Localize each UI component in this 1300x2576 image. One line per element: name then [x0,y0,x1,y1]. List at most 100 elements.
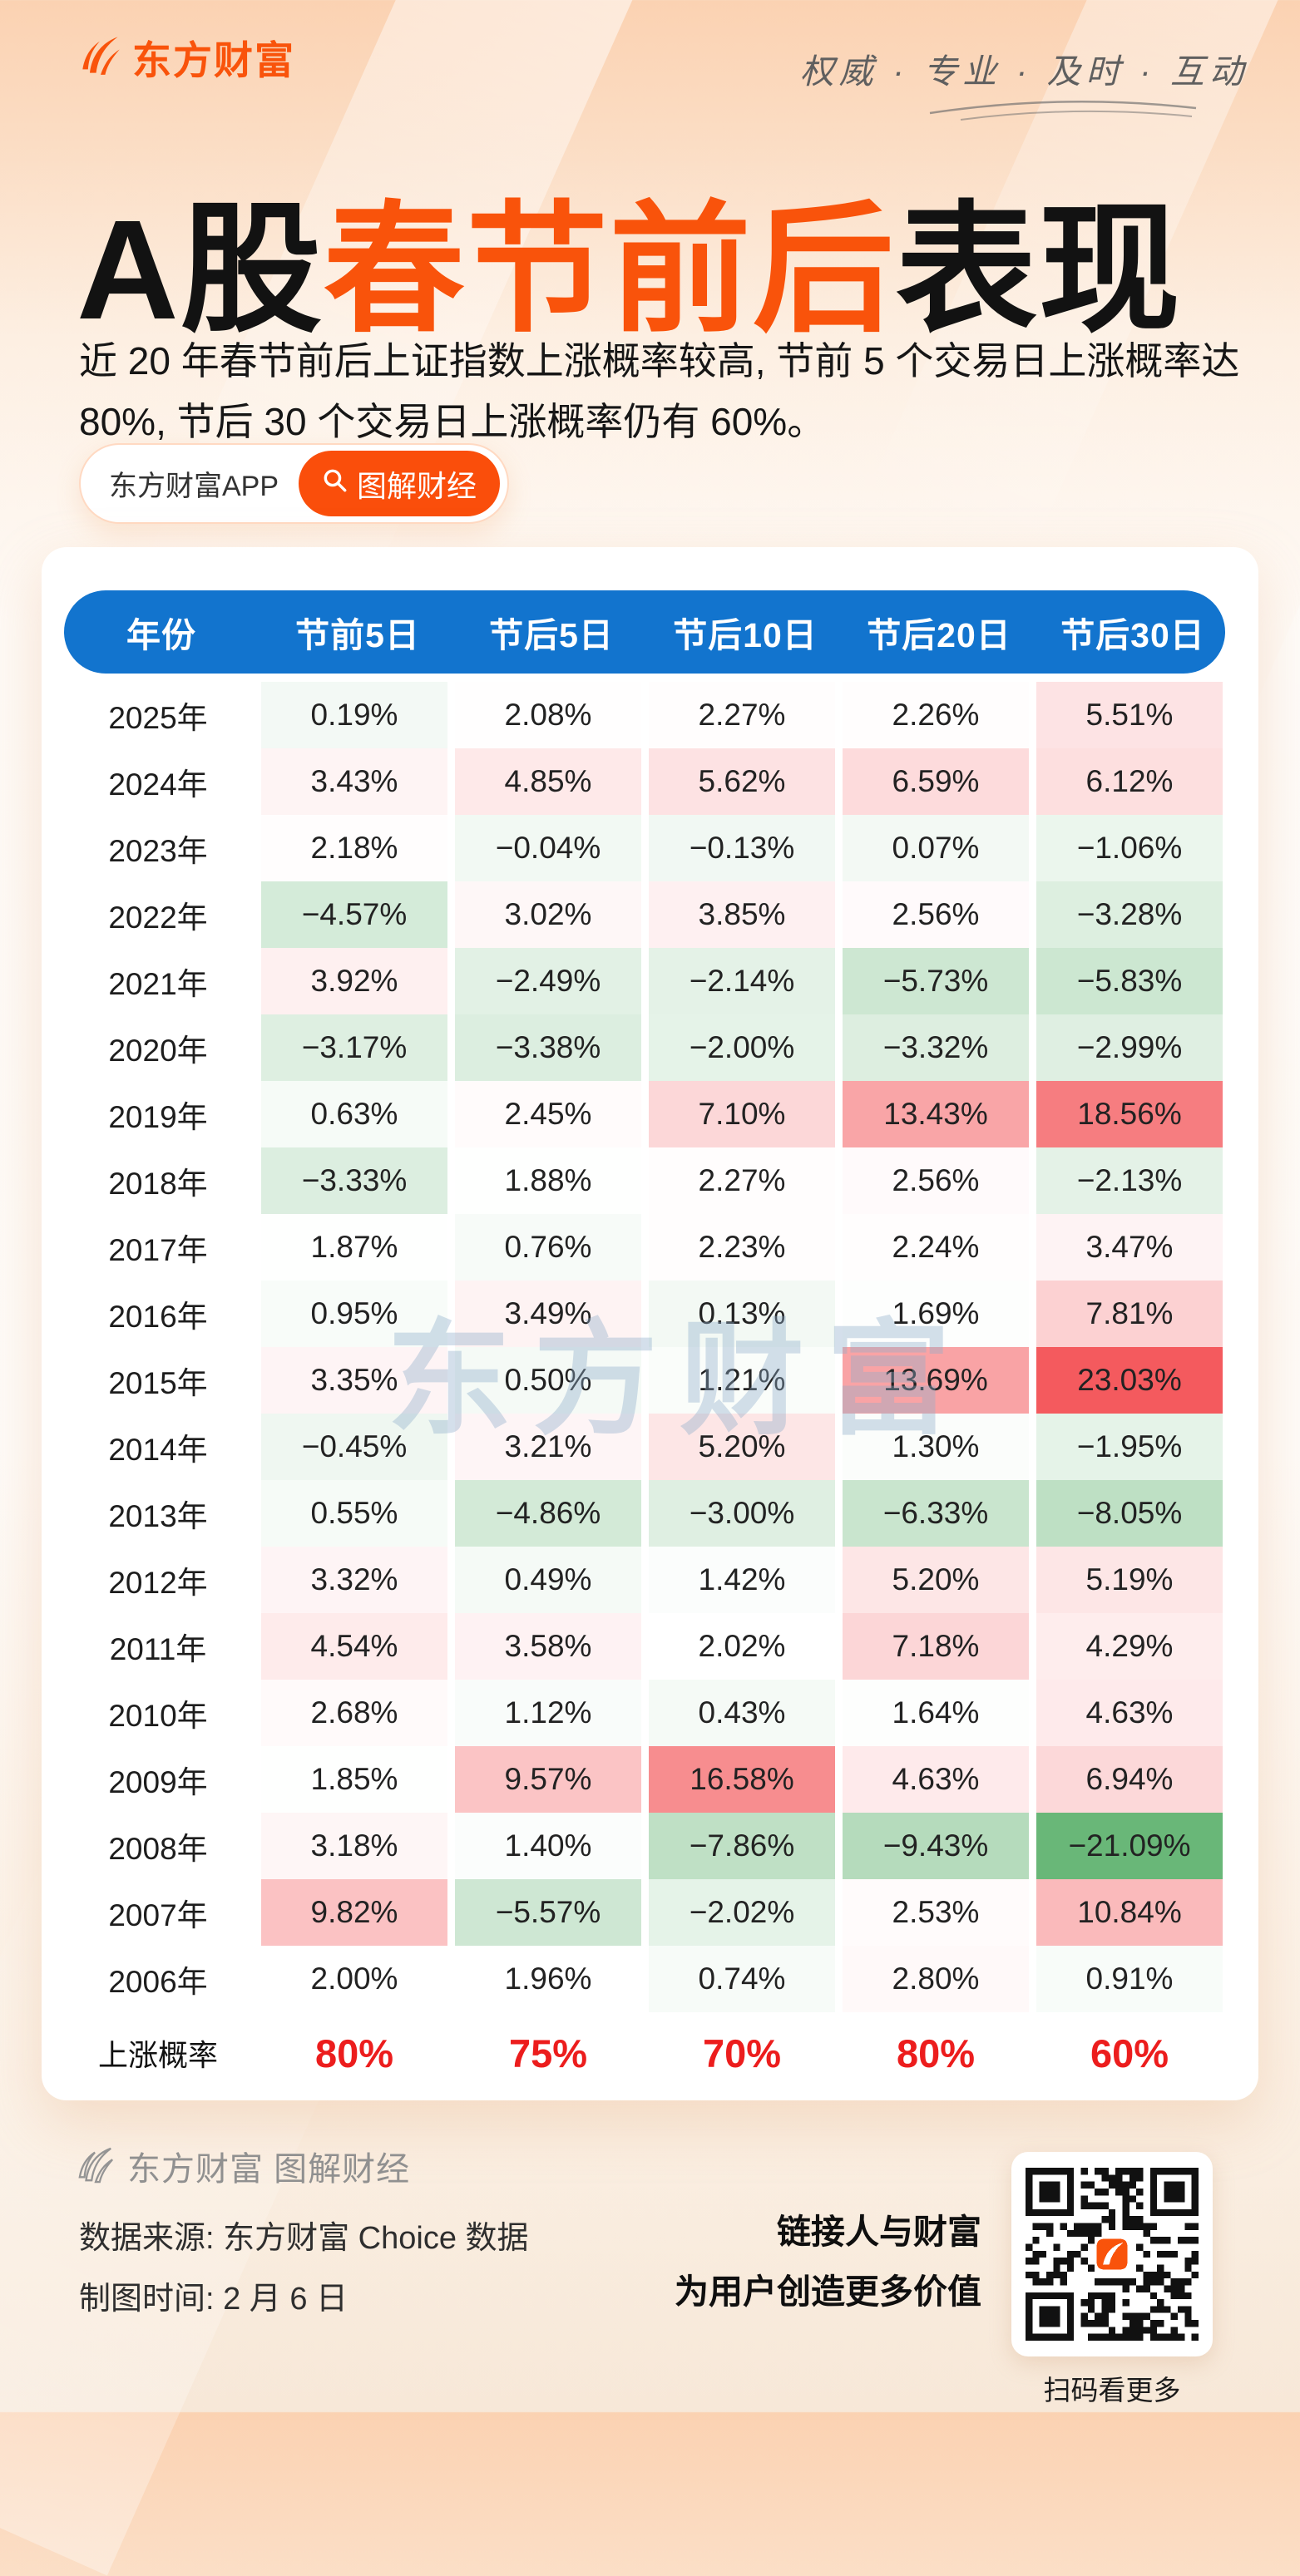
value-cell: 0.07% [843,815,1029,881]
value-cell: 1.21% [649,1347,835,1414]
year-label: 2025年 [108,701,208,735]
value-cell: 2.08% [455,682,641,748]
value-cell: 0.50% [455,1347,641,1414]
value-cell: −5.73% [843,948,1029,1014]
value-cell: 2.00% [261,1946,447,2012]
year-label: 2018年 [108,1167,208,1201]
value-cell: 3.49% [455,1281,641,1347]
value-cell: 7.18% [843,1613,1029,1680]
flame-icon [79,33,122,81]
value-cell: 2.18% [261,815,447,881]
data-source-line: 数据来源: 东方财富 Choice 数据 [79,2221,529,2256]
flame-icon-gray [77,2145,115,2188]
year-label: 2013年 [108,1499,208,1533]
value-cell: 6.59% [843,748,1029,815]
value-cell: −2.14% [649,948,835,1014]
value-cell: −3.17% [261,1014,447,1081]
probability-value: 80% [896,2031,976,2075]
year-label: 2014年 [108,1433,208,1467]
value-cell: 7.81% [1036,1281,1223,1347]
value-cell: 2.56% [843,1147,1029,1214]
probability-value: 75% [508,2031,588,2075]
value-cell: 1.87% [261,1214,447,1281]
footer-slogan-line1: 链接人与财富 [777,2213,981,2251]
title-prefix: A股 [77,190,324,349]
probability-value: 60% [1090,2031,1169,2075]
value-cell: 0.13% [649,1281,835,1347]
value-cell: −2.00% [649,1014,835,1081]
value-cell: 4.63% [843,1746,1029,1813]
value-cell: 2.26% [843,682,1029,748]
brand-logo-text: 东方财富 [132,38,295,82]
value-cell: 3.58% [455,1613,641,1680]
qr-code [1026,2168,1199,2341]
performance-table: 2025年 0.19% 2.08% 2.27% 2.26% 5.51% 2024年 3.43%… [62,682,1225,2012]
value-cell: 0.91% [1036,1946,1223,2012]
intro-text: 近 20 年春节前后上证指数上涨概率较高, 节前 5 个交易日上涨概率达 80%… [79,339,1240,443]
value-cell: −1.95% [1036,1414,1223,1480]
value-cell: 1.40% [455,1813,641,1879]
value-cell: −5.83% [1036,948,1223,1014]
value-cell: 18.56% [1036,1081,1223,1147]
value-cell: 7.10% [649,1081,835,1147]
value-cell: 1.12% [455,1680,641,1746]
year-label: 2007年 [108,1898,208,1932]
value-cell: 1.96% [455,1946,641,2012]
value-cell: −7.86% [649,1813,835,1879]
value-cell: −5.57% [455,1879,641,1946]
channel-badge-label: 图解财经 [357,468,477,503]
value-cell: 2.27% [649,682,835,748]
year-label: 2019年 [108,1100,208,1134]
value-cell: 0.95% [261,1281,447,1347]
value-cell: 3.21% [455,1414,641,1480]
value-cell: −2.02% [649,1879,835,1946]
value-cell: 0.43% [649,1680,835,1746]
value-cell: 13.43% [843,1081,1029,1147]
value-cell: 5.20% [649,1414,835,1480]
column-header: 节后5日 [489,616,614,654]
year-label: 2023年 [108,834,208,868]
probability-value: 80% [314,2031,394,2075]
value-cell: −0.04% [455,815,641,881]
value-cell: 0.49% [455,1547,641,1613]
year-label: 2020年 [108,1034,208,1068]
value-cell: 3.47% [1036,1214,1223,1281]
swoosh-icon [926,93,1200,131]
value-cell: 1.42% [649,1547,835,1613]
value-cell: 1.64% [843,1680,1029,1746]
value-cell: 23.03% [1036,1347,1223,1414]
footer-brand-text: 东方财富 图解财经 [127,2151,411,2188]
value-cell: 1.88% [455,1147,641,1214]
value-cell: −3.32% [843,1014,1029,1081]
value-cell: 5.51% [1036,682,1223,748]
value-cell: −0.13% [649,815,835,881]
page-title: A股春节前后表现 [77,190,1182,349]
data-card: 年份 节前5日 节后5日 节后10日 节后20日 节后30日 2025年 0.19% 2.08… [42,547,1258,2100]
title-highlight: 春节前后 [323,190,896,349]
year-label: 2011年 [109,1632,207,1666]
table-header: 年份 节前5日 节后5日 节后10日 节后20日 节后30日 [64,590,1225,674]
value-cell: −3.33% [261,1147,447,1214]
value-cell: −3.38% [455,1014,641,1081]
value-cell: 3.85% [649,881,835,948]
value-cell: −3.00% [649,1480,835,1547]
value-cell: 5.20% [843,1547,1029,1613]
value-cell: 0.63% [261,1081,447,1147]
value-cell: −9.43% [843,1813,1029,1879]
value-cell: 3.02% [455,881,641,948]
title-suffix: 表现 [895,190,1182,349]
year-label: 2012年 [108,1566,208,1600]
value-cell: 2.53% [843,1879,1029,1946]
column-header: 节后20日 [867,616,1011,654]
value-cell: −2.99% [1036,1014,1223,1081]
value-cell: 2.80% [843,1946,1029,2012]
value-cell: −6.33% [843,1480,1029,1547]
chart-date-line: 制图时间: 2 月 6 日 [79,2282,348,2317]
value-cell: 0.55% [261,1480,447,1547]
value-cell: 6.94% [1036,1746,1223,1813]
value-cell: −1.06% [1036,815,1223,881]
value-cell: 1.85% [261,1746,447,1813]
value-cell: −0.45% [261,1414,447,1480]
column-header: 年份 [126,616,196,654]
footer-brand: 东方财富 图解财经 [77,2142,410,2190]
